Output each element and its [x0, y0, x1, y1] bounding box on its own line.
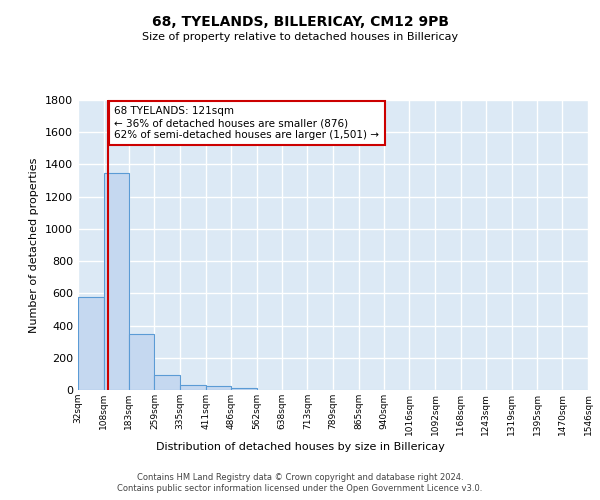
Bar	[231, 388, 257, 390]
Text: 68 TYELANDS: 121sqm
← 36% of detached houses are smaller (876)
62% of semi-detac: 68 TYELANDS: 121sqm ← 36% of detached ho…	[115, 106, 379, 140]
Bar	[180, 385, 206, 390]
Bar	[154, 374, 180, 390]
Bar	[104, 172, 129, 390]
Text: Size of property relative to detached houses in Billericay: Size of property relative to detached ho…	[142, 32, 458, 42]
Text: Contains public sector information licensed under the Open Government Licence v3: Contains public sector information licen…	[118, 484, 482, 493]
Text: Distribution of detached houses by size in Billericay: Distribution of detached houses by size …	[155, 442, 445, 452]
Text: 68, TYELANDS, BILLERICAY, CM12 9PB: 68, TYELANDS, BILLERICAY, CM12 9PB	[151, 15, 449, 29]
Text: Contains HM Land Registry data © Crown copyright and database right 2024.: Contains HM Land Registry data © Crown c…	[137, 472, 463, 482]
Y-axis label: Number of detached properties: Number of detached properties	[29, 158, 40, 332]
Bar	[206, 386, 231, 390]
Bar	[129, 334, 154, 390]
Bar	[78, 298, 104, 390]
